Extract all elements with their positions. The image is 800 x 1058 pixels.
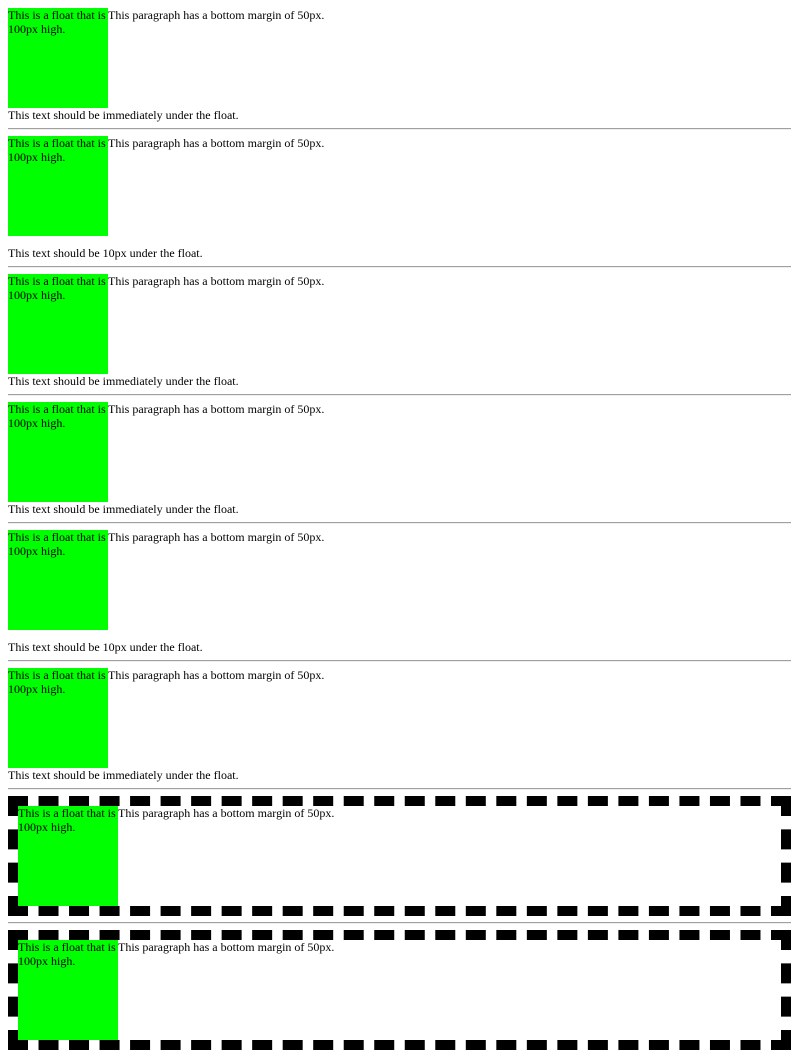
green-float: This is a float that is 100px high. bbox=[18, 940, 118, 1040]
under-float-text: This text should be immediately under th… bbox=[8, 768, 239, 782]
horizontal-rule bbox=[8, 522, 791, 524]
horizontal-rule bbox=[8, 660, 791, 662]
horizontal-rule bbox=[8, 788, 791, 790]
margin-paragraph: This paragraph has a bottom margin of 50… bbox=[118, 806, 335, 820]
green-float: This is a float that is 100px high. bbox=[8, 402, 108, 502]
test-case-5: This is a float that is 100px high. This… bbox=[8, 530, 791, 654]
under-float-text: This text should be immediately under th… bbox=[8, 108, 239, 122]
test-case-3: This is a float that is 100px high. This… bbox=[8, 274, 791, 388]
horizontal-rule bbox=[8, 266, 791, 268]
green-float: This is a float that is 100px high. bbox=[8, 274, 108, 374]
green-float: This is a float that is 100px high. bbox=[8, 530, 108, 630]
margin-paragraph: This paragraph has a bottom margin of 50… bbox=[108, 274, 325, 288]
margin-paragraph: This paragraph has a bottom margin of 50… bbox=[118, 940, 335, 954]
green-float: This is a float that is 100px high. bbox=[8, 668, 108, 768]
under-float-text: This text should be 10px under the float… bbox=[8, 246, 203, 260]
under-float-text: This text should be immediately under th… bbox=[8, 374, 239, 388]
margin-paragraph: This paragraph has a bottom margin of 50… bbox=[108, 8, 325, 22]
test-case-2: This is a float that is 100px high. This… bbox=[8, 136, 791, 260]
dashed-border-container: This is a float that is 100px high. This… bbox=[8, 930, 791, 1050]
under-float-text: This text should be immediately under th… bbox=[8, 502, 239, 516]
dashed-border-container: This is a float that is 100px high. This… bbox=[8, 796, 791, 916]
horizontal-rule bbox=[8, 128, 791, 130]
margin-paragraph: This paragraph has a bottom margin of 50… bbox=[108, 136, 325, 150]
test-case-1: This is a float that is 100px high. This… bbox=[8, 8, 791, 122]
margin-paragraph: This paragraph has a bottom margin of 50… bbox=[108, 530, 325, 544]
horizontal-rule bbox=[8, 394, 791, 396]
margin-paragraph: This paragraph has a bottom margin of 50… bbox=[108, 668, 325, 682]
green-float: This is a float that is 100px high. bbox=[8, 8, 108, 108]
horizontal-rule bbox=[8, 922, 791, 924]
margin-paragraph: This paragraph has a bottom margin of 50… bbox=[108, 402, 325, 416]
green-float: This is a float that is 100px high. bbox=[8, 136, 108, 236]
test-case-4: This is a float that is 100px high. This… bbox=[8, 402, 791, 516]
under-float-text: This text should be 10px under the float… bbox=[8, 640, 203, 654]
test-case-6: This is a float that is 100px high. This… bbox=[8, 668, 791, 782]
green-float: This is a float that is 100px high. bbox=[18, 806, 118, 906]
